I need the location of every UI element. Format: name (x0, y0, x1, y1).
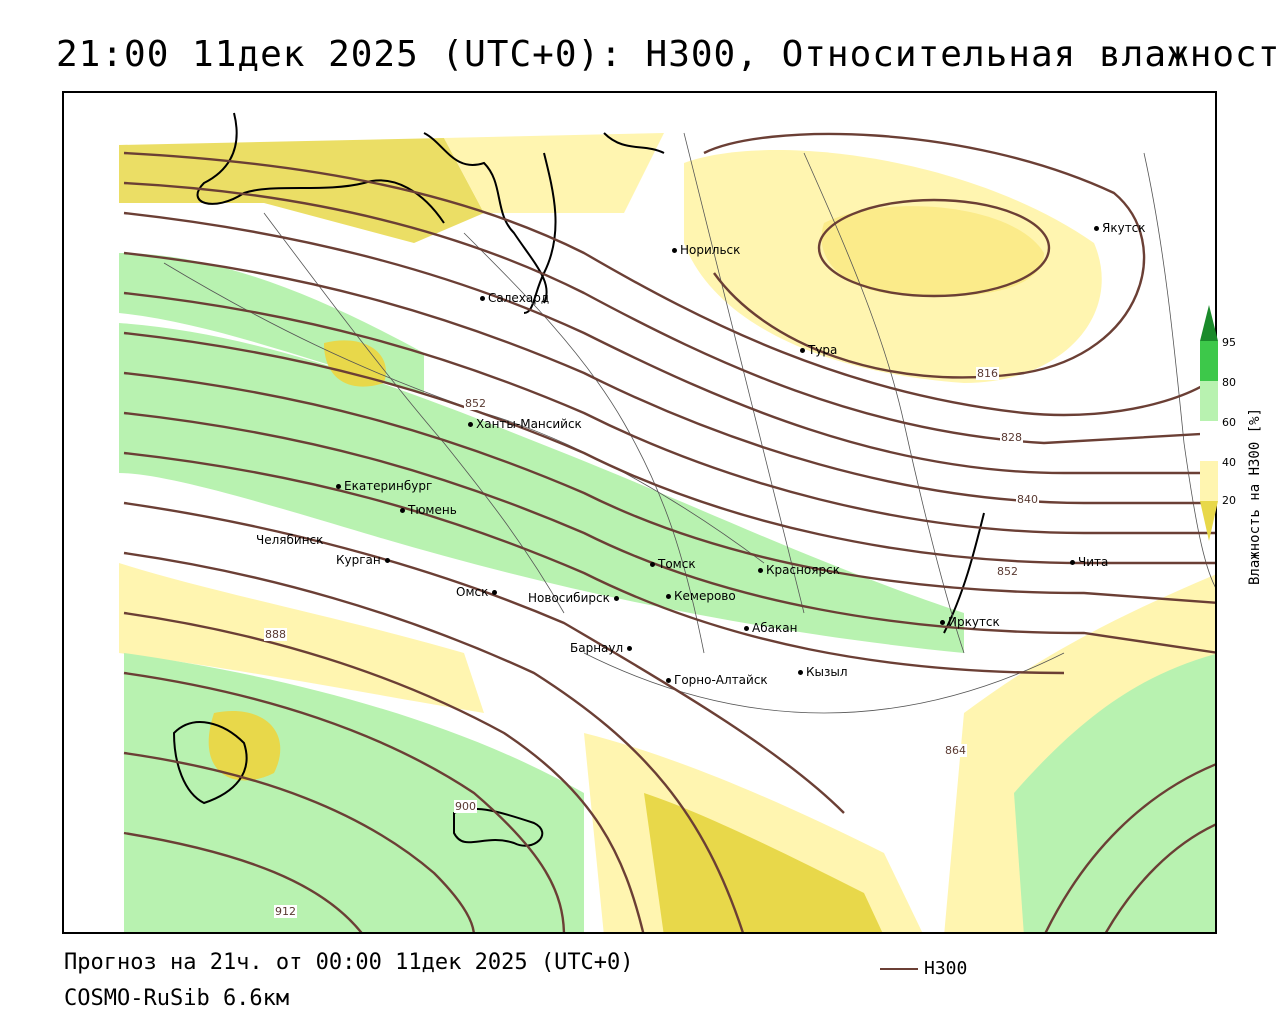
isoline-label: 852 (996, 565, 1019, 578)
city-label: Норильск (672, 243, 740, 257)
isoline-label: 864 (944, 744, 967, 757)
colorbar-tick: 20 (1222, 494, 1236, 507)
humidity-fill (119, 133, 1215, 932)
weather-map[interactable]: 816 828 840 852 852 864 888 900 912 Якут… (62, 91, 1217, 934)
isoline-swatch (880, 967, 918, 970)
isoline-legend-label: H300 (924, 958, 968, 979)
colorbar-tick: 80 (1222, 376, 1236, 389)
city-label: Екатеринбург (336, 479, 432, 493)
city-label: Якутск (1094, 221, 1146, 235)
isoline-legend: H300 (880, 958, 967, 979)
city-label: Тюмень (400, 503, 457, 517)
isoline-label: 912 (274, 905, 297, 918)
city-label: Томск (650, 557, 696, 571)
isoline-label: 852 (464, 397, 487, 410)
isoline-label: 900 (454, 800, 477, 813)
city-label: Горно-Алтайск (666, 673, 768, 687)
isoline-label: 840 (1016, 493, 1039, 506)
map-canvas (119, 112, 1215, 932)
city-label: Омск (456, 585, 500, 599)
city-label: Новосибирск (528, 591, 622, 605)
h300-isolines (123, 132, 1215, 932)
city-label: Иркутск (940, 615, 1000, 629)
city-label: Тура (800, 343, 837, 357)
city-label: Кемерово (666, 589, 736, 603)
humidity-colorbar (1200, 305, 1218, 545)
isoline-label: 888 (264, 628, 287, 641)
map-title: 21:00 11дек 2025 (UTC+0): H300, Относите… (56, 34, 1280, 75)
forecast-info: Прогноз на 21ч. от 00:00 11дек 2025 (UTC… (64, 950, 634, 975)
colorbar-tick: 40 (1222, 456, 1236, 469)
isoline-label: 816 (976, 367, 999, 380)
city-label: Барнаул (570, 641, 635, 655)
city-label: Ханты-Мансийск (468, 417, 582, 431)
isoline-label: 828 (1000, 431, 1023, 444)
colorbar-tick: 60 (1222, 416, 1236, 429)
colorbar-title: Влажность на H300 [%] (1247, 407, 1263, 585)
city-label: Кызыл (798, 665, 848, 679)
city-label: Салехард (480, 291, 549, 305)
city-label: Чита (1070, 555, 1108, 569)
city-label: Абакан (744, 621, 797, 635)
city-label: Челябинск (256, 533, 324, 547)
city-label: Красноярск (758, 563, 840, 577)
city-label: Курган (336, 553, 393, 567)
model-name: COSMO-RuSib 6.6км (64, 986, 290, 1011)
colorbar-tick: 95 (1222, 336, 1236, 349)
